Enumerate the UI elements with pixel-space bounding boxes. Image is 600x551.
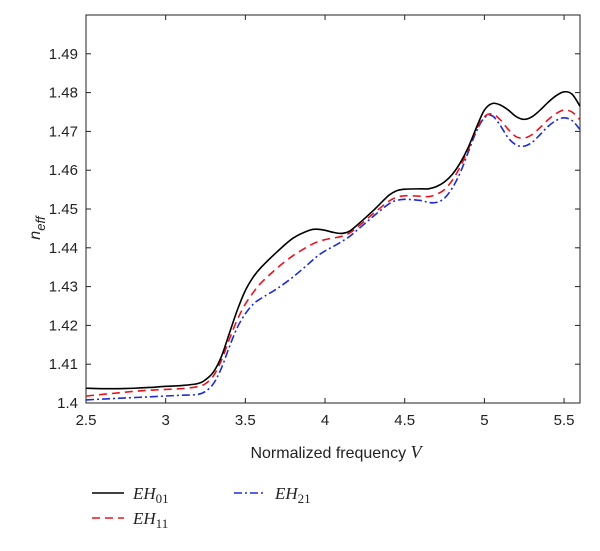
x-axis-label: Normalized frequency V [250, 442, 423, 462]
ticks-layer: 2.5 3 3.5 4 4.5 5 5.5 1.4 1.41 1.42 1.43 1.44 1.45 1.… [49, 15, 580, 429]
legend-label-eh01: EH01 [132, 484, 169, 506]
legend-label-eh01-sub: 01 [156, 491, 169, 506]
x-tick-label: 5 [480, 412, 488, 429]
x-tick-label: 3.5 [235, 412, 256, 429]
y-tick-label: 1.46 [49, 162, 78, 179]
legend-label-eh21-sub: 21 [298, 491, 311, 506]
x-tick-label: 2.5 [76, 412, 97, 429]
y-tick-label: 1.47 [49, 123, 78, 140]
y-tick-label: 1.49 [49, 46, 78, 63]
y-tick-label: 1.44 [49, 240, 78, 257]
y-tick-label: 1.43 [49, 279, 78, 296]
series-line-eh11 [85, 109, 581, 397]
y-tick-label: 1.48 [49, 85, 78, 102]
legend-label-eh11-sub: 11 [156, 516, 169, 531]
x-axis-label-var: V [411, 442, 424, 462]
x-tick-label: 4 [321, 412, 329, 429]
y-tick-label: 1.42 [49, 317, 78, 334]
x-tick-label: 4.5 [394, 412, 415, 429]
legend-item-eh01: EH01 [92, 484, 169, 506]
legend-label-eh21: EH21 [274, 484, 311, 506]
y-axis-label-sub: eff [33, 215, 48, 231]
y-tick-label: 1.4 [57, 395, 78, 412]
y-tick-label: 1.41 [49, 356, 78, 373]
legend: EH01 EH11 EH21 [92, 484, 311, 531]
legend-item-eh11: EH11 [92, 509, 168, 531]
series-line-eh21 [85, 114, 581, 401]
y-axis-label-main: n [27, 231, 44, 240]
x-axis-label-text: Normalized frequency [250, 445, 410, 462]
y-axis-label: neff [27, 215, 48, 240]
legend-label-eh11: EH11 [132, 509, 168, 531]
series-layer [85, 90, 581, 401]
plot-frame [85, 14, 581, 404]
y-tick-label: 1.45 [49, 201, 78, 218]
x-tick-label: 3 [162, 412, 170, 429]
legend-item-eh21: EH21 [234, 484, 311, 506]
x-tick-label: 5.5 [554, 412, 575, 429]
legend-label-eh11-main: EH [132, 509, 157, 528]
legend-label-eh01-main: EH [132, 484, 157, 503]
series-line-eh01 [85, 90, 581, 390]
legend-label-eh21-main: EH [274, 484, 299, 503]
